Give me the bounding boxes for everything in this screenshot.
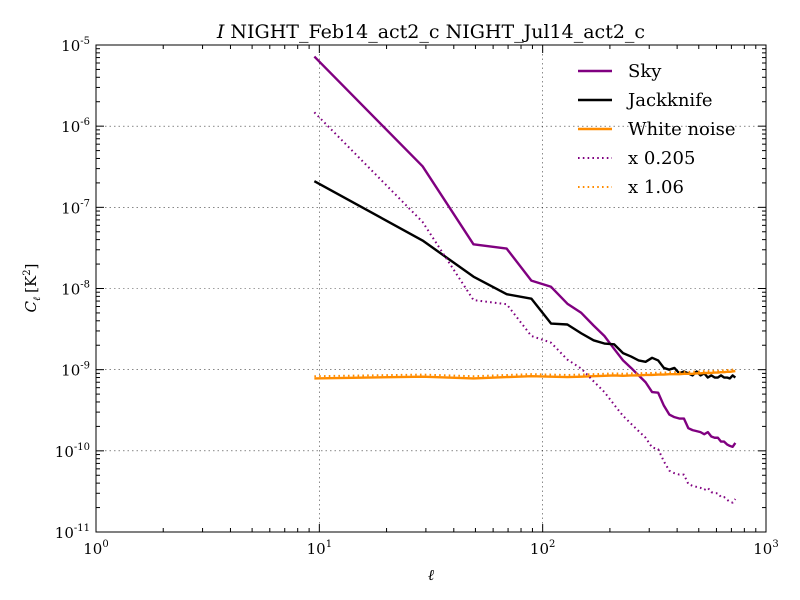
legend-item: x 0.205 [578, 148, 695, 169]
series-x-1-06 [314, 368, 736, 378]
y-tick-label-exponent: -6 [80, 117, 90, 128]
series-line [313, 55, 737, 449]
y-axis-label: Cℓ [K2] [22, 264, 43, 313]
y-tick-label: 10-5 [61, 36, 90, 55]
y-tick-label-base: 10 [61, 281, 80, 299]
y-axis-label-subscript: ℓ [32, 297, 43, 301]
series-x-0-205 [313, 111, 737, 504]
y-tick-label-base: 10 [61, 37, 80, 55]
legend-label: x 1.06 [628, 177, 684, 198]
series-line [314, 369, 736, 380]
x-tick-label: 102 [530, 539, 555, 558]
x-tick-label: 101 [307, 539, 332, 558]
y-tick-label: 10-6 [61, 117, 90, 136]
y-tick-label: 10-9 [61, 361, 90, 380]
y-tick-label-exponent: -7 [80, 198, 90, 209]
y-axis-label-unit: [K [22, 275, 40, 293]
legend-item: Sky [578, 61, 662, 82]
series-white-noise [314, 369, 736, 380]
series-line [313, 111, 737, 504]
y-tick-label: 10-8 [61, 280, 90, 299]
x-tick-label-base: 10 [530, 540, 549, 558]
legend-label: Jackknife [626, 90, 713, 111]
x-tick-label: 100 [83, 539, 108, 558]
legend-item: Jackknife [578, 90, 713, 111]
series-sky [313, 55, 737, 449]
y-axis-label-symbol: C [22, 300, 40, 312]
y-tick-label-base: 10 [55, 443, 74, 461]
chart-title-italic: I [216, 21, 225, 43]
legend-label: Sky [628, 61, 662, 82]
y-tick-label-base: 10 [61, 199, 80, 217]
x-tick-label-exponent: 2 [549, 539, 555, 550]
x-tick-label-exponent: 0 [102, 539, 108, 550]
x-tick-label-base: 10 [83, 540, 102, 558]
y-tick-label-base: 10 [61, 362, 80, 380]
x-tick-label-base: 10 [753, 540, 772, 558]
y-tick-label-exponent: -5 [80, 36, 90, 47]
y-tick-label: 10-11 [55, 523, 90, 542]
chart-title: I NIGHT_Feb14_act2_c NIGHT_Jul14_act2_c [216, 21, 645, 43]
legend-label: White noise [628, 119, 736, 140]
x-tick-label-exponent: 1 [326, 539, 332, 550]
y-tick-label-exponent: -8 [80, 280, 90, 291]
y-axis-label-unit-exponent: 2 [22, 269, 33, 275]
y-tick-label-base: 10 [61, 118, 80, 136]
y-tick-label-base: 10 [55, 524, 74, 542]
legend: Sky Jackknife White noise x 0.205 x 1.06 [578, 61, 736, 198]
series-jackknife [313, 180, 737, 380]
legend-item: x 1.06 [578, 177, 684, 198]
legend-item: White noise [578, 119, 736, 140]
y-axis-label-unit-close: ] [22, 264, 40, 270]
y-tick-label: 10-10 [55, 442, 90, 461]
y-tick-label-exponent: -9 [80, 361, 90, 372]
x-tick-label-base: 10 [307, 540, 326, 558]
y-tick-label-exponent: -10 [74, 442, 90, 453]
series-line [313, 180, 737, 380]
legend-label: x 0.205 [628, 148, 695, 169]
x-tick-label-exponent: 3 [772, 539, 778, 550]
series-group [313, 55, 737, 504]
series-line [314, 368, 736, 378]
x-tick-label: 103 [753, 539, 778, 558]
y-tick-label-exponent: -11 [74, 523, 90, 534]
y-tick-label: 10-7 [61, 198, 90, 217]
ticks: 100 101 102 10310-1110-1010-910-810-710-610… [55, 36, 779, 558]
x-axis-label: ℓ [428, 566, 434, 584]
chart-title-text: NIGHT_Feb14_act2_c NIGHT_Jul14_act2_c [230, 21, 645, 43]
